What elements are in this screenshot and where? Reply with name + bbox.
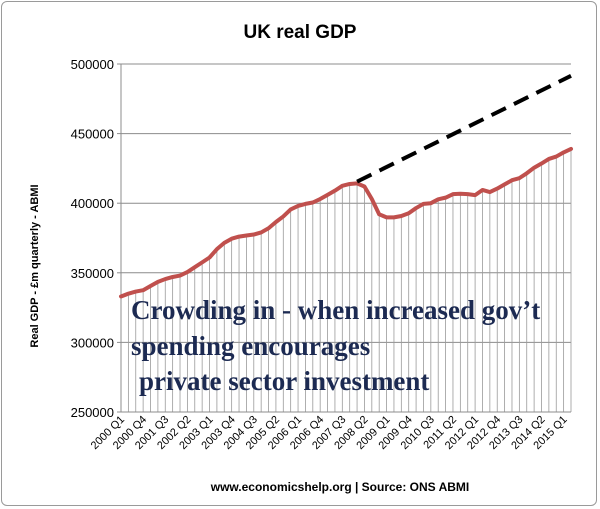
source-credit: www.economicshelp.org | Source: ONS ABMI: [210, 480, 470, 494]
y-tick-label: 400000: [71, 196, 114, 211]
trend-dashed-line: [356, 74, 572, 184]
annotation-line-2: spending encourages: [131, 331, 370, 361]
y-tick-label: 350000: [71, 266, 114, 281]
gdp-series-line: [119, 146, 573, 299]
y-axis-label: Real GDP - £m quarterly - ABMI: [29, 184, 41, 347]
y-tick-label: 300000: [71, 335, 114, 350]
y-tick-label: 450000: [71, 127, 114, 142]
y-tick-label: 500000: [71, 57, 114, 72]
annotation-line-1: Crowding in - when increased gov’t: [131, 295, 540, 325]
y-tick-label: 250000: [71, 405, 114, 420]
chart-title: UK real GDP: [244, 22, 357, 43]
annotation-line-3: private sector investment: [139, 366, 429, 396]
